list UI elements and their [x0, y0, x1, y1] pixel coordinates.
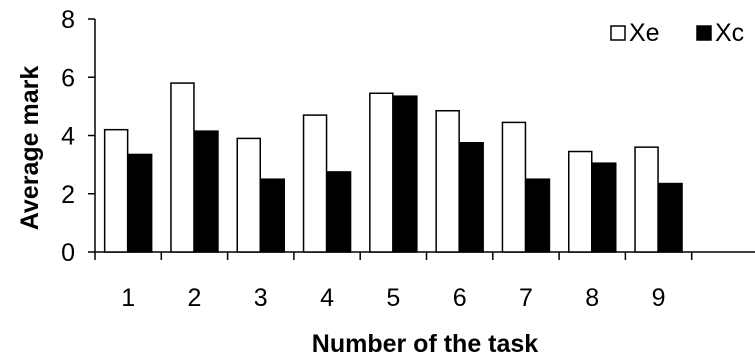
bar-xc-9 — [658, 182, 683, 253]
x-axis-title: Number of the task — [312, 330, 539, 358]
bar-xc-5 — [393, 95, 418, 253]
x-tick-label: 9 — [652, 284, 666, 312]
chart-marks: 0 2 4 6 8 1 2 3 4 5 6 7 8 9 — [61, 6, 755, 312]
x-tick-label: 8 — [585, 284, 599, 312]
bar-xe-5 — [369, 92, 394, 253]
bar-xc-6 — [459, 142, 484, 253]
y-tick-label: 6 — [61, 64, 75, 92]
bar-xc-4 — [326, 171, 352, 253]
legend-label-xc: Xc — [715, 19, 744, 47]
legend: Xe Xc — [610, 19, 744, 47]
bar-xc-8 — [592, 162, 617, 253]
bar-xe-4 — [302, 114, 328, 253]
bar-xc-7 — [525, 178, 551, 253]
bar-xe-9 — [634, 146, 659, 253]
y-tick-label: 8 — [61, 6, 75, 34]
legend-label-xe: Xe — [629, 19, 660, 47]
x-tick-label: 7 — [519, 284, 533, 312]
bar-xe-1 — [103, 128, 129, 253]
y-tick-label: 0 — [61, 239, 75, 267]
legend-swatch-xc — [696, 25, 712, 41]
bar-xc-2 — [194, 130, 219, 253]
x-tick-label: 4 — [320, 284, 334, 312]
bar-xe-7 — [501, 121, 527, 253]
x-tick-label: 1 — [121, 284, 135, 312]
bar-xe-2 — [170, 82, 195, 253]
x-tick-label: 5 — [386, 284, 400, 312]
bar-xc-3 — [260, 178, 285, 253]
x-tick-label: 6 — [453, 284, 467, 312]
bar-xe-8 — [568, 150, 593, 253]
x-tick-label: 2 — [187, 284, 201, 312]
y-tick-label: 4 — [61, 123, 75, 151]
y-axis-title: Average mark — [16, 66, 44, 231]
bar-xc-1 — [127, 153, 153, 253]
bar-xe-3 — [236, 137, 261, 253]
x-tick-label: 3 — [254, 284, 268, 312]
legend-swatch-xe — [610, 25, 626, 41]
bar-xe-6 — [435, 109, 460, 253]
y-tick-label: 2 — [61, 181, 75, 209]
